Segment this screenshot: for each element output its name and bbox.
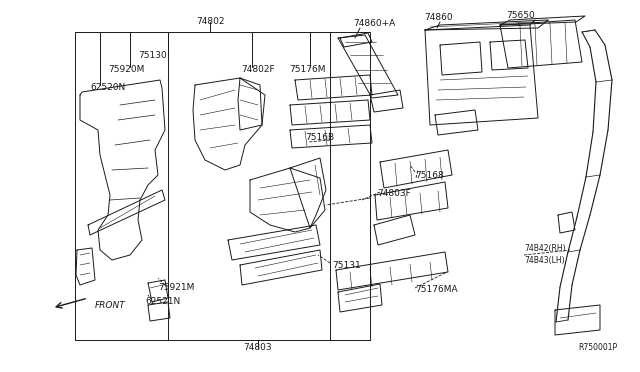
Text: 74802: 74802	[196, 17, 224, 26]
Text: 75130: 75130	[138, 51, 167, 60]
Text: 74B42(RH): 74B42(RH)	[524, 244, 566, 253]
Text: FRONT: FRONT	[95, 301, 125, 310]
Text: 75920M: 75920M	[108, 65, 145, 74]
Text: 74803F: 74803F	[377, 189, 411, 198]
Text: 75168: 75168	[415, 170, 444, 180]
Text: 75176MA: 75176MA	[415, 285, 458, 295]
Text: 75131: 75131	[332, 262, 361, 270]
Text: 74802F: 74802F	[241, 65, 275, 74]
Text: 74860+A: 74860+A	[353, 19, 396, 29]
Text: R750001P: R750001P	[578, 343, 617, 353]
Text: 7516B: 7516B	[305, 134, 334, 142]
Text: 75176M: 75176M	[289, 65, 326, 74]
Text: 75921M: 75921M	[158, 283, 195, 292]
Text: 74B43(LH): 74B43(LH)	[524, 256, 564, 264]
Text: 62520N: 62520N	[90, 83, 125, 93]
Text: 74803: 74803	[244, 343, 272, 353]
Text: 74860: 74860	[424, 13, 452, 22]
Text: 62521N: 62521N	[145, 298, 180, 307]
Text: 75650: 75650	[506, 12, 535, 20]
